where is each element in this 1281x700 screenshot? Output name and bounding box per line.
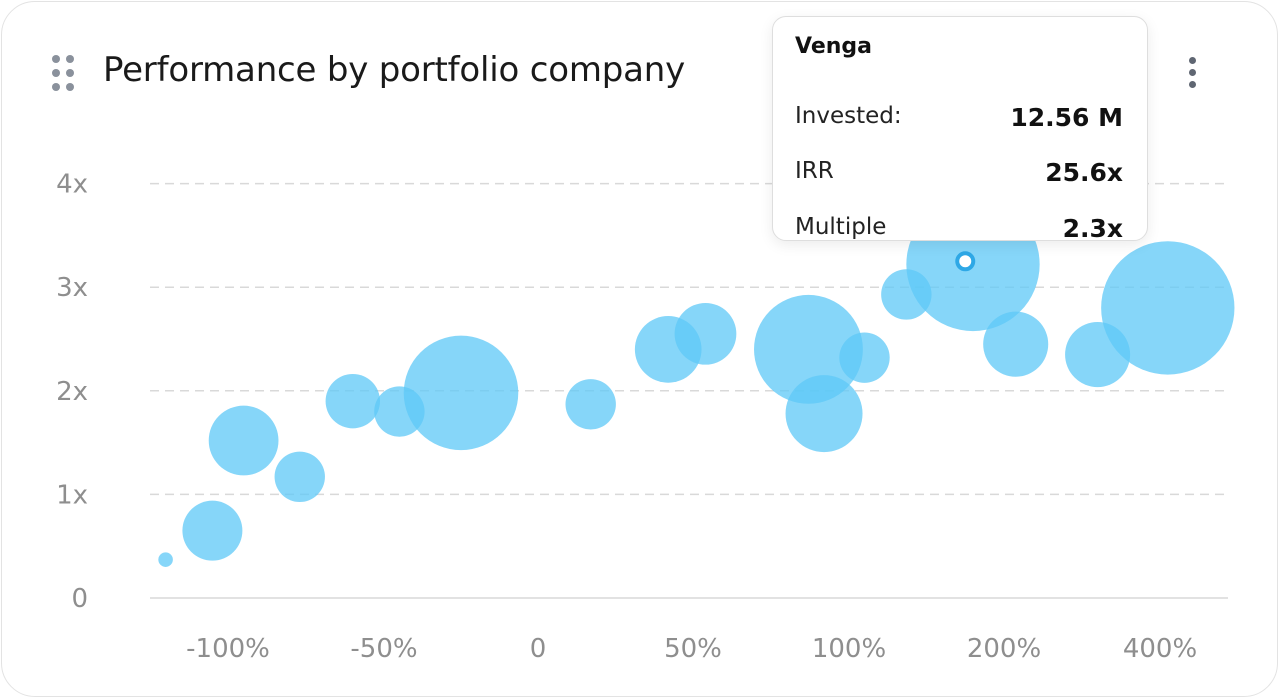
highlight-point[interactable] (955, 251, 976, 272)
tooltip-value: 12.56 M (1010, 103, 1123, 132)
tooltip: Venga Invested: 12.56 M IRR 25.6x Multip… (772, 16, 1148, 243)
tooltip-value: 25.6x (1045, 158, 1123, 187)
x-tick-label: -50% (350, 634, 417, 664)
data-bubble[interactable] (182, 500, 243, 561)
x-tick-label: 200% (967, 634, 1041, 664)
x-tick-label: 50% (664, 634, 722, 664)
data-bubble[interactable] (158, 552, 173, 567)
tooltip-company-name: Venga (795, 34, 872, 59)
more-vertical-icon[interactable] (1178, 54, 1208, 92)
data-bubble[interactable] (403, 335, 519, 451)
y-tick-label: 1x (56, 480, 88, 510)
y-tick-label: 2x (56, 377, 88, 407)
x-tick-label: 100% (812, 634, 886, 664)
tooltip-row-irr: IRR 25.6x (795, 158, 1123, 192)
data-bubble[interactable] (785, 375, 863, 453)
bubbles (158, 197, 1235, 567)
drag-handle-icon[interactable] (52, 55, 78, 91)
data-bubble[interactable] (754, 294, 863, 404)
y-tick-label: 0 (71, 584, 88, 614)
data-bubble[interactable] (1101, 241, 1235, 375)
data-bubble[interactable] (274, 451, 325, 502)
data-bubble[interactable] (674, 302, 737, 365)
x-tick-label: -100% (186, 634, 270, 664)
grid-lines (150, 182, 1228, 599)
tooltip-row-invested: Invested: 12.56 M (795, 103, 1123, 137)
tooltip-row-multiple: Multiple 2.3x (795, 214, 1123, 248)
y-tick-label: 4x (56, 170, 88, 200)
tooltip-label: Invested: (795, 103, 902, 129)
y-tick-label: 3x (56, 273, 88, 303)
data-bubble[interactable] (839, 332, 890, 383)
x-tick-label: 0 (530, 634, 547, 664)
tooltip-label: IRR (795, 158, 834, 184)
tooltip-label: Multiple (795, 214, 887, 240)
tooltip-value: 2.3x (1062, 214, 1123, 243)
highlight-marker (955, 251, 976, 272)
x-tick-label: 400% (1123, 634, 1197, 664)
data-bubble[interactable] (208, 405, 279, 476)
x-axis-ticks: -100% -50% 0 50% 100% 200% 400% (186, 634, 1197, 664)
chart-title: Performance by portfolio company (103, 50, 686, 90)
y-axis-ticks: 0 1x 2x 3x 4x (56, 170, 88, 614)
data-bubble[interactable] (983, 311, 1049, 377)
data-bubble[interactable] (325, 373, 381, 429)
data-bubble[interactable] (565, 379, 616, 430)
